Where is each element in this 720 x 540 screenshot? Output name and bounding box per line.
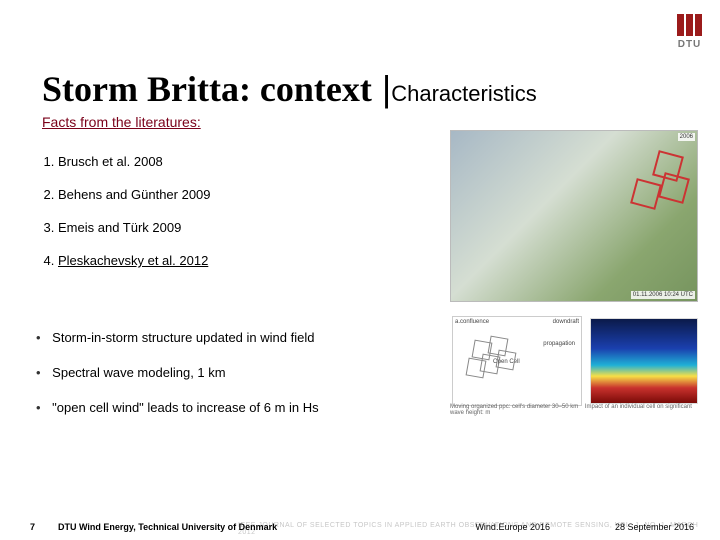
hex-marker-icon <box>630 178 662 210</box>
fig1-timestamp-top: 2006 <box>678 133 695 141</box>
diag-label: a.confluence <box>455 319 489 325</box>
bullet-item: "open cell wind" leads to increase of 6 … <box>36 400 319 415</box>
title-sub: Characteristics <box>391 81 536 106</box>
facts-label: Facts from the literatures: <box>42 114 201 130</box>
dtu-logo: DTU <box>677 14 702 50</box>
footer-dept: DTU Wind Energy, Technical University of… <box>58 522 277 532</box>
bullet-item: Storm-in-storm structure updated in wind… <box>36 330 319 345</box>
bullet-item: Spectral wave modeling, 1 km <box>36 365 319 380</box>
reference-item: Brusch et al. 2008 <box>58 154 211 169</box>
slide-title: Storm Britta: context |Characteristics <box>42 68 537 110</box>
fig1-timestamp-bottom: 01.11.2006 10:24 UTC <box>631 291 695 299</box>
title-separator: | <box>372 68 391 109</box>
logo-text: DTU <box>677 39 702 50</box>
reference-item: Pleskachevsky et al. 2012 <box>58 253 211 268</box>
open-cell-diagram: a.confluence downdraft Open Cell propaga… <box>452 316 582 406</box>
satellite-figure: 2006 01.11.2006 10:24 UTC <box>450 130 698 302</box>
slide-footer: 7 DTU Wind Energy, Technical University … <box>0 512 720 532</box>
bullet-list: Storm-in-storm structure updated in wind… <box>36 330 319 435</box>
footer-conference: Wind.Europe 2016 <box>475 522 550 532</box>
diagram-wave-figure: a.confluence downdraft Open Cell propaga… <box>450 312 698 412</box>
logo-bars <box>677 14 702 36</box>
wave-height-plot <box>590 318 698 404</box>
page-number: 7 <box>30 522 35 532</box>
reference-item: Behens and Günther 2009 <box>58 187 211 202</box>
reference-item: Emeis and Türk 2009 <box>58 220 211 235</box>
footer-date: 28 September 2016 <box>615 522 694 532</box>
diag-label: propagation <box>543 341 575 347</box>
hex-marker-icon <box>658 172 690 204</box>
diag-label: downdraft <box>553 319 579 325</box>
reference-list: Brusch et al. 2008 Behens and Günther 20… <box>58 154 211 286</box>
title-main: Storm Britta: context <box>42 69 372 109</box>
fig2-caption: Moving organized ppc: cell's diameter 30… <box>450 404 698 416</box>
